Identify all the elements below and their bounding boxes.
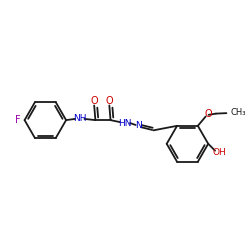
Text: NH: NH <box>73 114 86 124</box>
Text: HN: HN <box>118 118 132 128</box>
Text: F: F <box>14 115 20 125</box>
Text: O: O <box>90 96 98 106</box>
Text: O: O <box>204 109 212 119</box>
Text: OH: OH <box>212 148 226 157</box>
Text: N: N <box>135 122 141 130</box>
Text: CH₃: CH₃ <box>230 108 246 117</box>
Text: O: O <box>106 96 113 106</box>
